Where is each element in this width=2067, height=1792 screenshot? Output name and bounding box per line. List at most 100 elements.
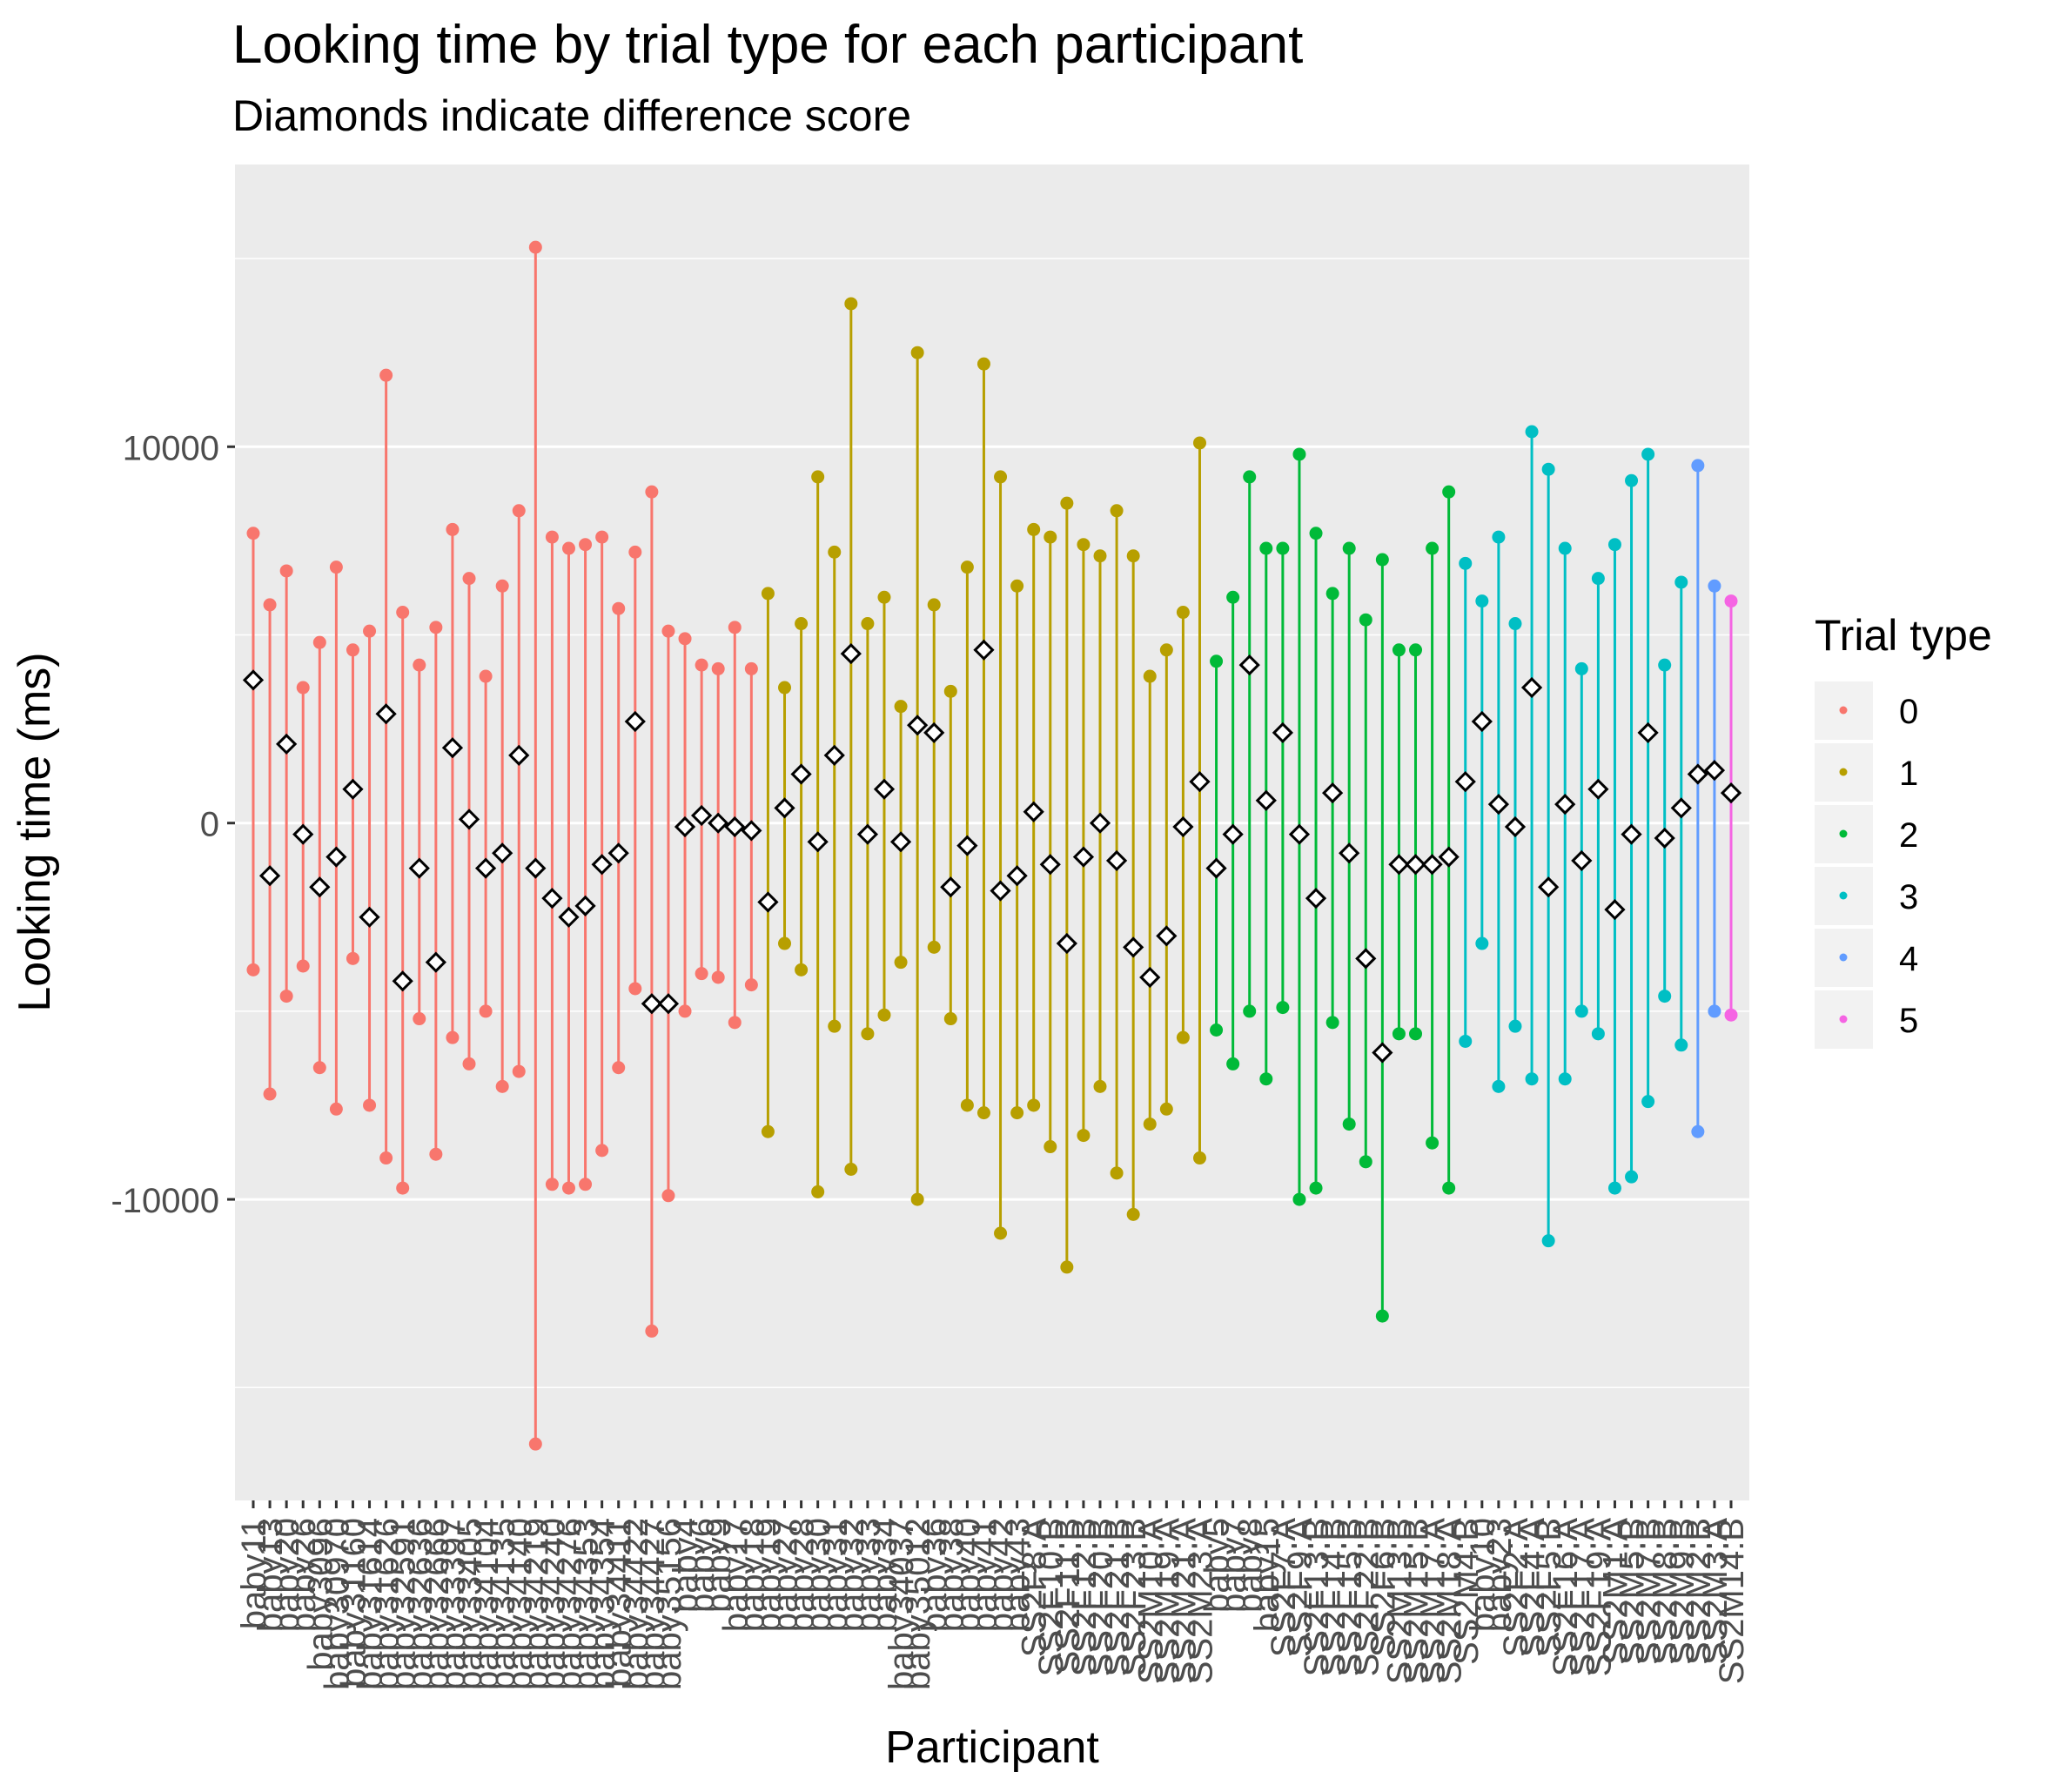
difference-diamonds (242, 639, 1742, 1064)
high-point (379, 368, 393, 382)
difference-diamond (458, 809, 480, 830)
difference-diamond (1538, 876, 1560, 898)
high-point (1342, 541, 1356, 555)
low-point (877, 1008, 891, 1022)
difference-diamond (1520, 676, 1543, 699)
difference-diamond (309, 876, 331, 898)
y-tick-label: 0 (200, 806, 219, 844)
low-point (1243, 1004, 1257, 1018)
difference-diamond (1670, 797, 1692, 819)
high-point (1210, 654, 1224, 668)
low-point (744, 978, 758, 992)
x-tick-label: SS2F15:B (1331, 1518, 1369, 1676)
high-point (661, 624, 675, 638)
high-point (976, 357, 990, 371)
low-point (728, 1016, 742, 1030)
low-point (910, 1192, 924, 1206)
low-point (595, 1144, 609, 1158)
low-point (960, 1098, 974, 1112)
x-tick-label: baby3096 (301, 1518, 339, 1671)
x-tick-label: SS2M21:A (1164, 1518, 1203, 1685)
y-axis: -10000 0 10000 (111, 429, 235, 1220)
high-point (778, 681, 792, 695)
low-point (976, 1106, 990, 1120)
high-point (479, 669, 493, 683)
low-point (1426, 1136, 1440, 1150)
difference-diamond (392, 970, 413, 992)
high-point (1259, 541, 1273, 555)
x-tick-label: baby17 (716, 1518, 755, 1632)
difference-diamond (708, 812, 729, 834)
difference-diamond (690, 804, 713, 827)
difference-diamond (1355, 948, 1377, 970)
difference-diamond (956, 835, 978, 856)
x-axis: baby11baby13baby20baby26baby3096baby3097… (235, 1500, 1751, 1690)
x-tick-label: baby34037 (883, 1518, 921, 1690)
x-tick-label: baby9 (700, 1518, 738, 1613)
high-point (396, 606, 410, 620)
x-tick-label: baby33397 (434, 1518, 473, 1690)
x-tick-label: baby7 (1215, 1518, 1253, 1613)
high-point (413, 658, 426, 672)
legend-swatch (1839, 891, 1848, 900)
high-point (612, 601, 626, 615)
low-point (695, 967, 708, 981)
low-point (1558, 1072, 1572, 1086)
x-tick-label: baby28 (783, 1518, 822, 1632)
x-tick-label: SS2M4:B (1447, 1518, 1486, 1665)
low-point (1159, 1102, 1173, 1116)
high-point (1625, 473, 1639, 487)
low-point (1525, 1072, 1539, 1086)
x-tick-label: SS2M19:A (1148, 1518, 1186, 1685)
difference-diamond (425, 951, 446, 973)
high-point (1674, 575, 1688, 589)
low-point (811, 1185, 825, 1198)
low-point (296, 959, 310, 973)
x-tick-label: baby32 (833, 1518, 871, 1632)
high-point (1607, 538, 1621, 552)
difference-diamond (1438, 846, 1460, 868)
x-tick-label: baby8 (1231, 1518, 1270, 1613)
difference-diamond (325, 846, 347, 868)
high-point (1126, 549, 1140, 563)
x-tick-label: SS2F21:B (1098, 1518, 1137, 1676)
low-point (545, 1178, 559, 1191)
high-point (1691, 459, 1705, 473)
high-point (1093, 549, 1107, 563)
difference-diamond (889, 831, 912, 853)
high-point (1159, 643, 1173, 657)
x-tick-label: baby34 (866, 1518, 904, 1632)
low-point (263, 1087, 277, 1101)
x-tick-label: SS2F4:A (1513, 1518, 1552, 1657)
high-point (1409, 643, 1423, 657)
high-point (1459, 556, 1473, 570)
x-tick-label: baby34411 (601, 1518, 639, 1688)
difference-diamond (990, 880, 1011, 902)
low-point (1110, 1166, 1124, 1180)
high-point (1044, 530, 1057, 544)
high-point (495, 579, 509, 593)
high-point (943, 684, 957, 698)
low-point (1475, 936, 1489, 950)
low-point (1459, 1034, 1473, 1048)
difference-diamond (258, 865, 281, 887)
difference-diamond (1339, 842, 1360, 864)
x-tick-label: baby33405 (451, 1518, 489, 1690)
low-point (1010, 1106, 1024, 1120)
low-point (1574, 1004, 1588, 1018)
high-point (678, 632, 692, 646)
chart-subtitle: Diamonds indicate difference score (232, 91, 911, 140)
high-point (1110, 504, 1124, 518)
high-point (695, 658, 708, 672)
difference-diamond (724, 815, 746, 838)
high-point (1292, 447, 1306, 461)
x-tick-label: baby31 (816, 1518, 855, 1632)
low-point (363, 1098, 377, 1112)
high-point (1658, 658, 1672, 672)
x-tick-label: SS2F2:A (1497, 1518, 1535, 1657)
high-point (1325, 587, 1339, 601)
high-point (811, 470, 825, 484)
x-tick-label: SS2F19:A (1580, 1518, 1618, 1677)
high-point (1442, 485, 1456, 499)
x-tick-label: SS2M1:A (1596, 1518, 1634, 1665)
